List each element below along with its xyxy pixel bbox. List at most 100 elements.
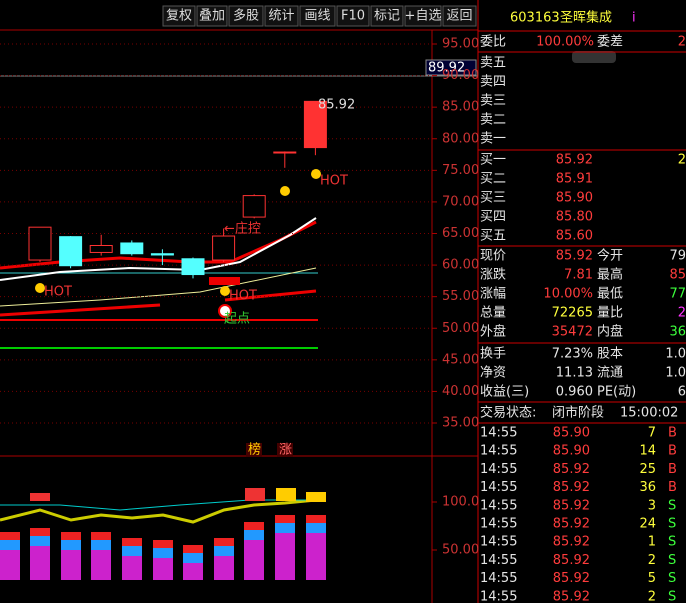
- stack-magenta: [214, 556, 234, 580]
- y-tick-label: 100.0: [442, 495, 479, 510]
- ma-line: [0, 267, 317, 307]
- current-price: 89.92: [428, 61, 465, 76]
- y-tick-label: 90.00: [442, 68, 479, 83]
- panel-text: 股本: [597, 347, 623, 362]
- hot-dot: [220, 286, 230, 296]
- stack-magenta: [0, 550, 20, 580]
- ma-line: [0, 303, 161, 317]
- panel-text: 36: [669, 325, 686, 340]
- panel-text: 2: [648, 553, 656, 568]
- panel-text: 卖三: [480, 94, 506, 109]
- y-tick-label: 55.00: [442, 289, 479, 304]
- panel-text: 涨幅: [480, 287, 506, 302]
- y-tick-label: 75.00: [442, 163, 479, 178]
- stack-magenta: [61, 550, 81, 580]
- toolbar-button[interactable]: [336, 5, 370, 27]
- panel-text: 最低: [597, 287, 623, 302]
- tag-box: [277, 443, 293, 457]
- toolbar-label: 统计: [268, 9, 294, 24]
- toolbar-button[interactable]: [196, 5, 228, 27]
- spacer: [0, 130, 1, 131]
- panel-text: 7.81: [564, 268, 593, 283]
- panel-text: 15:00:02: [620, 406, 678, 421]
- toolbar-button[interactable]: [442, 5, 477, 27]
- panel-text: 79: [669, 249, 686, 264]
- panel-text: B: [668, 480, 677, 495]
- toolbar-button[interactable]: [228, 5, 264, 27]
- panel-text: 14:55: [480, 553, 517, 568]
- panel-text: PE(动): [597, 385, 636, 400]
- panel-text: S: [668, 553, 676, 568]
- stack-magenta: [91, 550, 111, 580]
- toolbar-button[interactable]: [264, 5, 299, 27]
- panel-text: S: [668, 498, 676, 513]
- panel-text: S: [668, 517, 676, 532]
- indicator-line: [0, 498, 317, 524]
- panel-text: 14: [639, 444, 656, 459]
- toolbar-button[interactable]: [404, 5, 442, 27]
- stack-red: [91, 532, 111, 540]
- panel-text: 85.92: [553, 498, 590, 513]
- panel-text: 内盘: [597, 324, 623, 340]
- panel-text: 85.60: [556, 229, 593, 244]
- annotation: 榜: [248, 442, 261, 458]
- panel-text: 14:55: [480, 517, 517, 532]
- panel-text: 14:55: [480, 498, 517, 513]
- panel-text: 换手: [480, 347, 506, 362]
- panel-text: 14:55: [480, 480, 517, 495]
- panel-text: 11.13: [556, 366, 593, 381]
- price-box: [425, 59, 477, 76]
- stack-magenta: [183, 563, 203, 580]
- panel-text: 净资: [480, 366, 506, 381]
- panel-text: 卖五: [480, 56, 506, 71]
- candle-body: [150, 253, 174, 256]
- toolbar-button[interactable]: [162, 5, 196, 27]
- panel-text: 14:55: [480, 426, 517, 441]
- candle-body: [120, 242, 144, 255]
- panel-text: 24: [639, 517, 656, 532]
- panel-text: S: [668, 535, 676, 550]
- y-tick-label: 70.00: [442, 194, 479, 209]
- panel-text: 14:55: [480, 535, 517, 550]
- panel-text: 14:55: [480, 589, 517, 603]
- toolbar-button[interactable]: [299, 5, 336, 27]
- indicator-bar: [245, 488, 265, 501]
- stack-red: [244, 522, 264, 530]
- start-icon: [218, 304, 232, 318]
- y-tick-label: 60.00: [442, 258, 479, 273]
- panel-text: 10.00%: [543, 287, 593, 302]
- y-tick-label: 45.00: [442, 352, 479, 367]
- panel-text: 5: [648, 571, 656, 586]
- indicator-bar: [30, 493, 50, 501]
- stack-red: [275, 515, 295, 523]
- ma-line: [224, 289, 317, 302]
- collapse-button[interactable]: [572, 51, 616, 63]
- hot-dot: [35, 283, 45, 293]
- panel-text: B: [668, 426, 677, 441]
- candle-body: [28, 226, 52, 261]
- panel-text: 买五: [480, 229, 506, 244]
- panel-text: 0.960: [556, 385, 593, 400]
- toolbar-button[interactable]: [370, 5, 404, 27]
- panel-text: 卖二: [480, 113, 506, 128]
- panel-text: 6: [678, 385, 686, 400]
- candle-body: [303, 100, 327, 149]
- panel-text: 1: [648, 535, 656, 550]
- toolbar-label: F10: [341, 9, 365, 24]
- toolbar-label: 画线: [304, 9, 330, 24]
- panel-text: 收益(三): [480, 385, 529, 400]
- panel-text: 85.92: [553, 589, 590, 603]
- stack-red: [214, 538, 234, 546]
- stack-red: [122, 538, 142, 546]
- annotation: 起点: [224, 312, 250, 327]
- panel-text: 总量: [480, 306, 506, 321]
- panel-text: 2: [648, 589, 656, 603]
- stack-red: [30, 528, 50, 536]
- y-tick-label: 35.00: [442, 416, 479, 431]
- panel-text: S: [668, 571, 676, 586]
- toolbar-label: 标记: [374, 9, 400, 24]
- panel-text: 85.92: [553, 480, 590, 495]
- panel-text: 2: [678, 35, 686, 50]
- panel-text: 85.91: [556, 172, 593, 187]
